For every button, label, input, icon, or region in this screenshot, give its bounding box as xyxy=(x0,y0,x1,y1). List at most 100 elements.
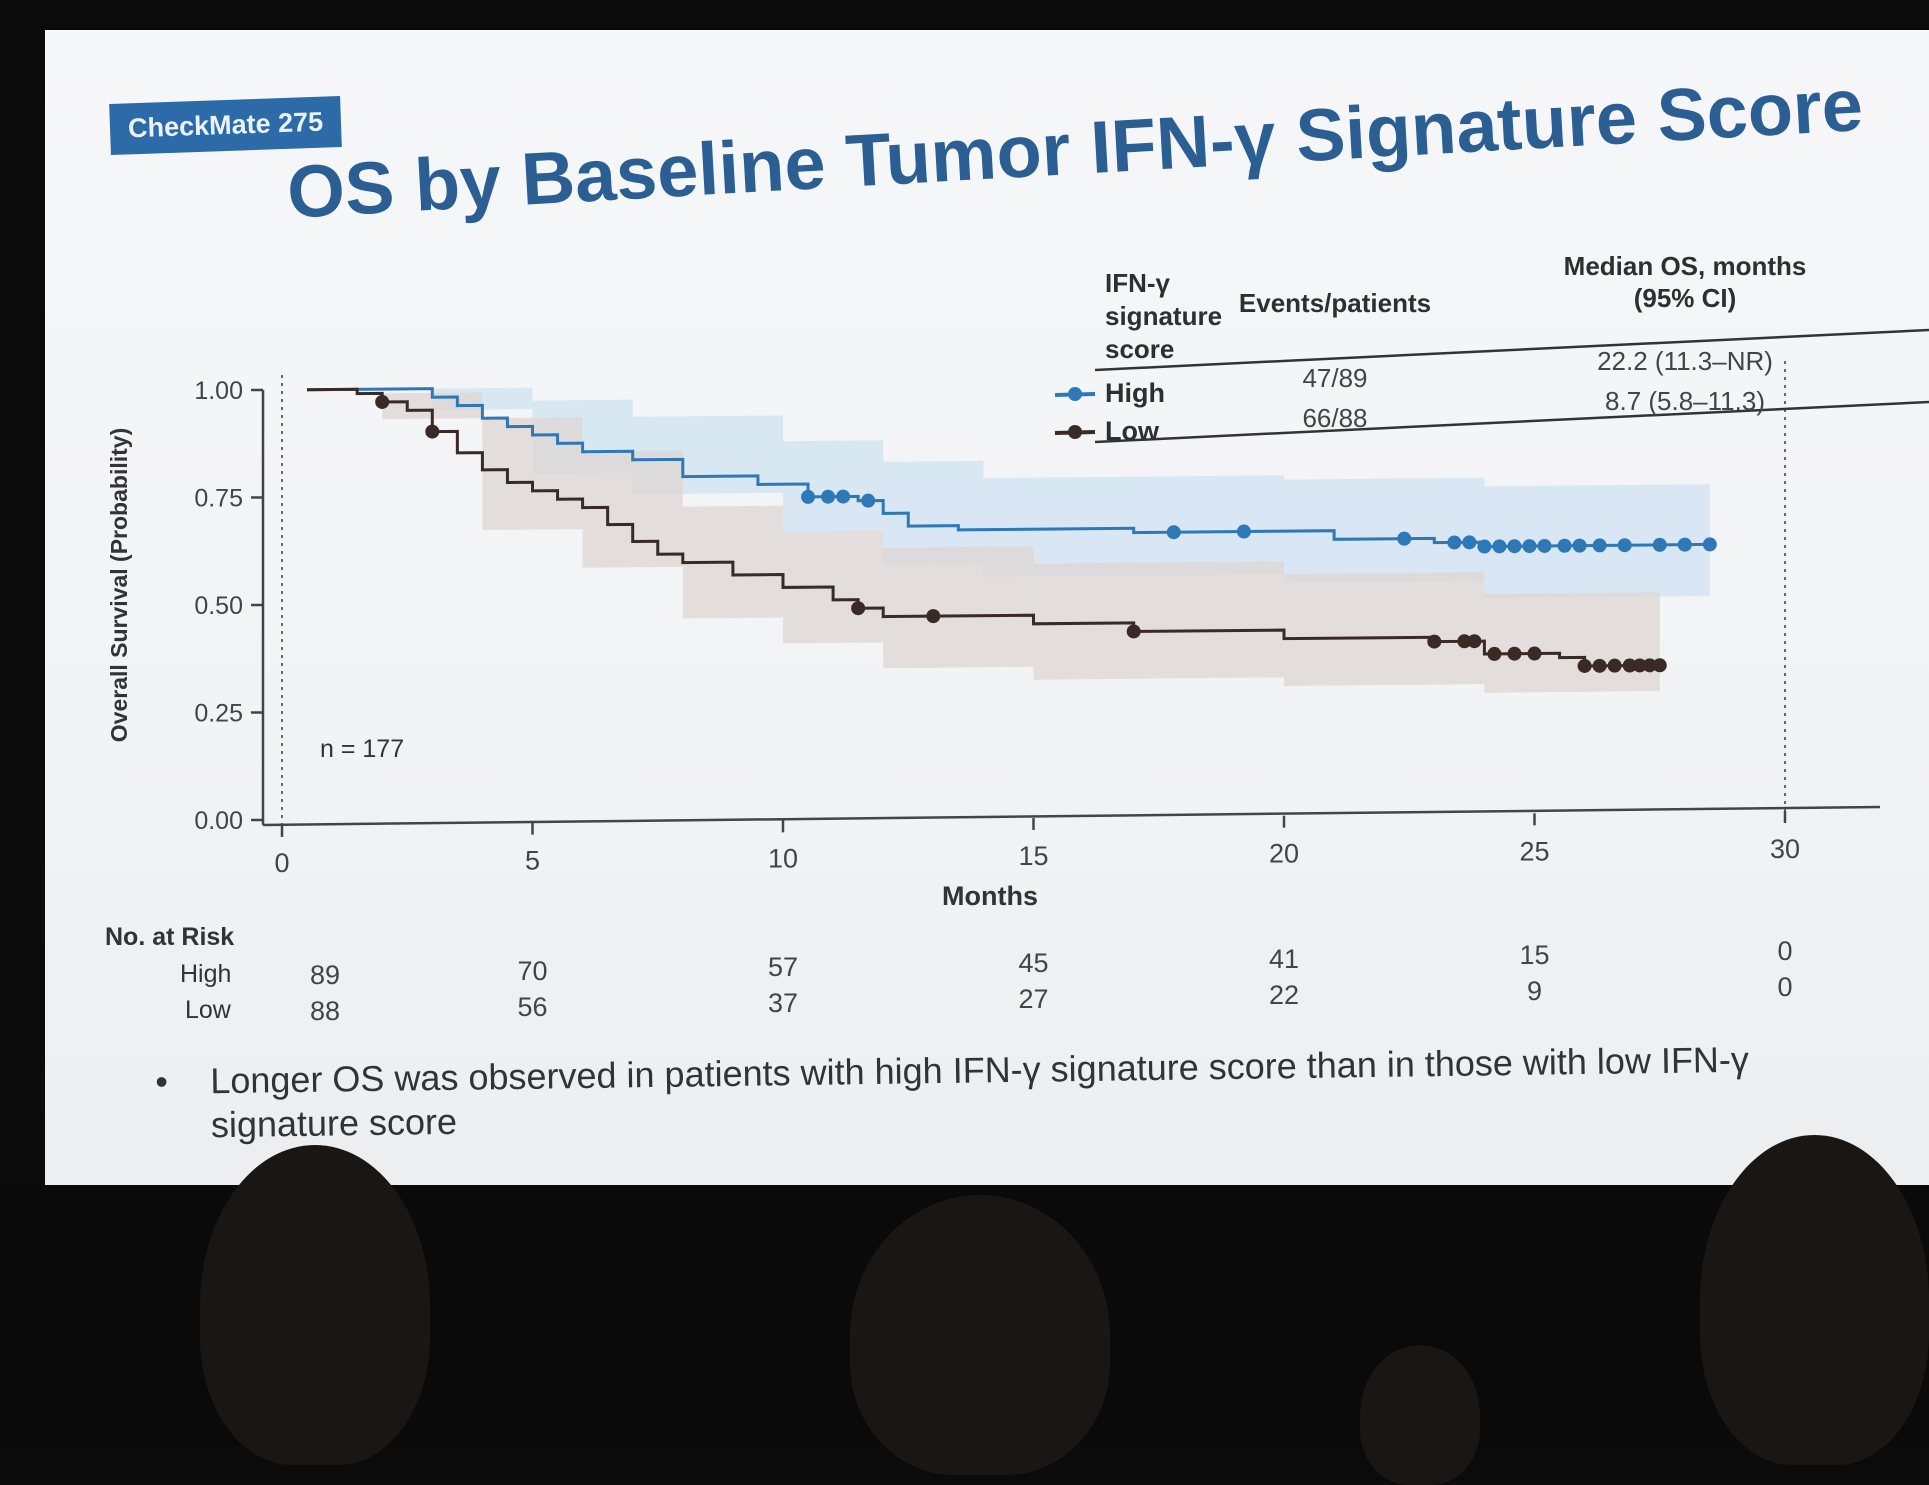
censor-low-12 xyxy=(1592,658,1607,673)
legend-high-median: 22.2 (11.3–NR) xyxy=(1597,346,1773,376)
at-risk-high-5: 15 xyxy=(1519,940,1549,970)
censor-high-10 xyxy=(1492,539,1507,554)
y-tick-label-0: 0.00 xyxy=(194,807,243,835)
censor-low-1 xyxy=(425,424,440,439)
censor-high-17 xyxy=(1617,538,1632,553)
y-axis-label: Overall Survival (Probability) xyxy=(106,428,132,742)
audience-head-1 xyxy=(200,1145,430,1465)
censor-high-1 xyxy=(821,489,836,504)
at-risk-low-3: 27 xyxy=(1018,984,1048,1014)
legend-header-median-1: Median OS, months xyxy=(1564,251,1807,281)
at-risk-high-4: 41 xyxy=(1269,944,1299,974)
censor-low-11 xyxy=(1577,658,1592,673)
censor-low-17 xyxy=(1652,658,1667,673)
at-risk-high-1: 70 xyxy=(517,956,547,986)
curve-high xyxy=(307,387,1710,549)
censor-marks xyxy=(375,394,1717,673)
curve-low xyxy=(307,387,1660,668)
censor-low-9 xyxy=(1507,646,1522,661)
axes: 0.00 0.25 0.50 0.75 1.00 0 5 10 15 20 25 30 xyxy=(194,377,1881,878)
legend-header-group-1: IFN-γ xyxy=(1105,268,1171,298)
censor-high-8 xyxy=(1462,535,1477,550)
censor-low-13 xyxy=(1607,658,1622,673)
censor-low-14 xyxy=(1622,658,1637,673)
audience-head-4 xyxy=(1700,1135,1929,1465)
x-tick-label-0: 0 xyxy=(274,848,289,878)
audience-head-2 xyxy=(850,1195,1110,1475)
censor-low-8 xyxy=(1487,646,1502,661)
at-risk-high-0: 89 xyxy=(310,960,340,990)
censor-high-14 xyxy=(1557,538,1572,553)
censor-high-3 xyxy=(861,493,876,508)
footnote-bullet: • xyxy=(155,1060,169,1102)
y-tick-label-4: 1.00 xyxy=(194,377,243,405)
x-tick-label-6: 30 xyxy=(1770,834,1800,864)
at-risk-high-6: 0 xyxy=(1777,936,1792,966)
legend-swatch-low-dot xyxy=(1068,425,1082,439)
audience-silhouettes xyxy=(0,1135,1929,1485)
censor-high-16 xyxy=(1592,538,1607,553)
x-tick-label-1: 5 xyxy=(525,846,540,876)
legend-header-median-2: (95% CI) xyxy=(1634,283,1737,313)
censor-high-6 xyxy=(1397,531,1412,546)
censor-high-9 xyxy=(1477,539,1492,554)
reference-lines xyxy=(281,361,1786,825)
legend-header-events: Events/patients xyxy=(1239,288,1431,318)
at-risk-title: No. at Risk xyxy=(105,923,234,951)
legend-row-high: High 47/89 22.2 (11.3–NR) xyxy=(1054,346,1773,408)
survival-curves xyxy=(307,387,1710,668)
censor-high-11 xyxy=(1507,539,1522,554)
censor-low-15 xyxy=(1632,658,1647,673)
censor-high-4 xyxy=(1166,525,1181,540)
at-risk-high-3: 45 xyxy=(1018,948,1048,978)
at-risk-low-1: 56 xyxy=(517,992,547,1022)
y-tick-label-3: 0.75 xyxy=(194,485,243,513)
censor-low-2 xyxy=(851,601,866,616)
legend-header-group-2: signature xyxy=(1105,301,1222,331)
legend-row-low: Low 66/88 8.7 (5.8–11.3) xyxy=(1054,386,1765,446)
y-tick-label-1: 0.25 xyxy=(194,700,243,728)
presentation-slide: CheckMate 275 OS by Baseline Tumor IFN-γ… xyxy=(45,30,1929,1185)
legend-swatch-high-dot xyxy=(1068,387,1082,401)
legend-rule-top xyxy=(1094,328,1929,372)
censor-high-13 xyxy=(1537,538,1552,553)
x-tick-label-3: 15 xyxy=(1018,841,1048,871)
censor-high-7 xyxy=(1447,535,1462,550)
censor-high-19 xyxy=(1677,537,1692,552)
at-risk-low-5: 9 xyxy=(1527,976,1542,1006)
censor-low-16 xyxy=(1642,658,1657,673)
censor-low-6 xyxy=(1457,634,1472,649)
censor-high-0 xyxy=(801,489,816,504)
censor-low-4 xyxy=(1126,624,1141,639)
band-low xyxy=(307,389,1660,700)
censor-low-7 xyxy=(1467,634,1482,649)
at-risk-low-4: 22 xyxy=(1269,980,1299,1010)
censor-low-5 xyxy=(1427,634,1442,649)
legend-header-group-3: score xyxy=(1105,334,1174,364)
censor-high-15 xyxy=(1572,538,1587,553)
legend-low-events: 66/88 xyxy=(1302,403,1367,433)
censor-low-10 xyxy=(1527,646,1542,661)
censor-high-2 xyxy=(836,489,851,504)
legend-high-name: High xyxy=(1105,378,1165,408)
km-chart: 0.000.250.500.751.000 5 10 15 20 25 30 Months … xyxy=(105,251,1929,1026)
audience-head-3 xyxy=(1360,1345,1480,1485)
x-axis-line xyxy=(262,805,1881,827)
at-risk-high-values: 89 70 57 45 41 15 0 xyxy=(310,936,1793,990)
x-tick-label-5: 25 xyxy=(1519,836,1549,866)
at-risk-low-0: 88 xyxy=(310,996,340,1026)
legend-low-median: 8.7 (5.8–11.3) xyxy=(1605,386,1765,416)
legend-table: IFN-γ signature score Events/patients Me… xyxy=(1054,251,1929,446)
band-high xyxy=(307,387,1710,599)
confidence-bands xyxy=(307,387,1710,700)
censor-high-20 xyxy=(1702,537,1717,552)
at-risk-high-2: 57 xyxy=(768,952,798,982)
x-axis-label: Months xyxy=(942,881,1038,911)
censor-high-5 xyxy=(1236,524,1251,539)
at-risk-low-6: 0 xyxy=(1777,972,1792,1002)
y-tick-label-2: 0.50 xyxy=(194,592,243,620)
censor-low-3 xyxy=(926,609,941,624)
at-risk-table: No. at Risk High Low 89 70 57 45 41 15 0 88 56 3… xyxy=(105,923,1793,1026)
legend-low-name: Low xyxy=(1105,416,1160,446)
at-risk-high-label: High xyxy=(180,960,231,988)
